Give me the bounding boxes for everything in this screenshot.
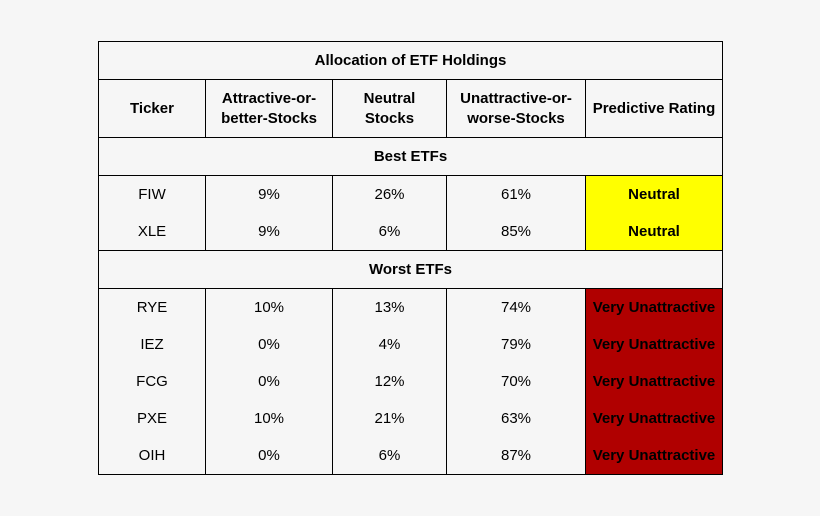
attractive-cell: 10%	[205, 400, 333, 437]
unattractive-cell: 61%	[446, 175, 586, 213]
section-header-worst: Worst ETFs	[98, 250, 723, 289]
ticker-cell: IEZ	[98, 326, 206, 363]
ticker-cell: FCG	[98, 363, 206, 400]
rating-cell: Very Unattractive	[585, 288, 723, 326]
table-row: RYE 10% 13% 74% Very Unattractive	[98, 288, 723, 326]
attractive-cell: 0%	[205, 326, 333, 363]
section-header-best: Best ETFs	[98, 137, 723, 176]
table-title-row: Allocation of ETF Holdings	[98, 41, 723, 80]
neutral-cell: 13%	[332, 288, 447, 326]
table-row: XLE 9% 6% 85% Neutral	[98, 213, 723, 251]
neutral-cell: 6%	[332, 213, 447, 251]
ticker-cell: FIW	[98, 175, 206, 213]
table-row: IEZ 0% 4% 79% Very Unattractive	[98, 326, 723, 363]
table-row: FIW 9% 26% 61% Neutral	[98, 175, 723, 213]
neutral-cell: 6%	[332, 437, 447, 475]
table-row: OIH 0% 6% 87% Very Unattractive	[98, 437, 723, 475]
ticker-cell: XLE	[98, 213, 206, 251]
header-rating: Predictive Rating	[585, 79, 723, 138]
ticker-cell: RYE	[98, 288, 206, 326]
table-row: PXE 10% 21% 63% Very Unattractive	[98, 400, 723, 437]
header-unattractive: Unattractive-or-worse-Stocks	[446, 79, 586, 138]
table-row: FCG 0% 12% 70% Very Unattractive	[98, 363, 723, 400]
rating-cell: Very Unattractive	[585, 400, 723, 437]
unattractive-cell: 79%	[446, 326, 586, 363]
header-ticker: Ticker	[98, 79, 206, 138]
neutral-cell: 21%	[332, 400, 447, 437]
rating-cell: Very Unattractive	[585, 437, 723, 475]
unattractive-cell: 70%	[446, 363, 586, 400]
unattractive-cell: 74%	[446, 288, 586, 326]
attractive-cell: 0%	[205, 363, 333, 400]
neutral-cell: 12%	[332, 363, 447, 400]
table-title: Allocation of ETF Holdings	[98, 41, 723, 80]
unattractive-cell: 63%	[446, 400, 586, 437]
attractive-cell: 9%	[205, 175, 333, 213]
attractive-cell: 10%	[205, 288, 333, 326]
etf-allocation-table: Allocation of ETF Holdings Ticker Attrac…	[98, 41, 723, 475]
header-row: Ticker Attractive-or-better-Stocks Neutr…	[98, 79, 723, 138]
rating-cell: Very Unattractive	[585, 363, 723, 400]
section-label: Worst ETFs	[98, 250, 723, 289]
rating-cell: Very Unattractive	[585, 326, 723, 363]
neutral-cell: 26%	[332, 175, 447, 213]
rating-cell: Neutral	[585, 175, 723, 213]
rating-cell: Neutral	[585, 213, 723, 251]
unattractive-cell: 85%	[446, 213, 586, 251]
attractive-cell: 0%	[205, 437, 333, 475]
neutral-cell: 4%	[332, 326, 447, 363]
ticker-cell: OIH	[98, 437, 206, 475]
header-neutral: Neutral Stocks	[332, 79, 447, 138]
header-attractive: Attractive-or-better-Stocks	[205, 79, 333, 138]
attractive-cell: 9%	[205, 213, 333, 251]
section-label: Best ETFs	[98, 137, 723, 176]
unattractive-cell: 87%	[446, 437, 586, 475]
ticker-cell: PXE	[98, 400, 206, 437]
